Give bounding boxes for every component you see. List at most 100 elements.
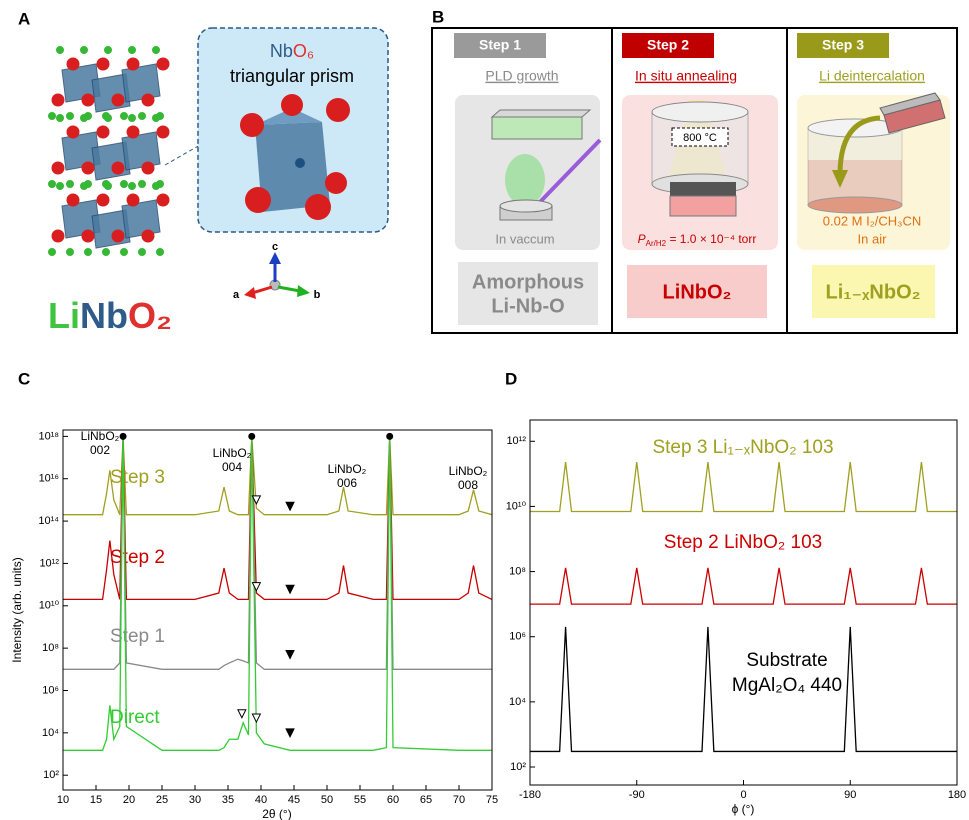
y-tick-label: 10²: [510, 761, 526, 773]
axis-a: [252, 287, 272, 293]
series-label: Substrate: [746, 650, 827, 671]
step-tag: Step 1: [479, 37, 521, 53]
series-label: Step 2 LiNbO₂ 103: [664, 532, 822, 553]
o-atom: [52, 162, 65, 175]
product: Li-Nb-O: [491, 295, 564, 317]
inset-title: NbO₆: [270, 41, 314, 61]
li-atom: [102, 248, 110, 256]
chamber-top: [652, 102, 748, 122]
annotation: LiNbO₂: [328, 462, 367, 476]
process: Li deintercalation: [819, 68, 925, 84]
o-atom: [82, 162, 95, 175]
o-atom: [240, 113, 264, 137]
li-atom: [138, 248, 146, 256]
x-axis-label: ϕ (°): [732, 802, 755, 816]
li-atom: [128, 182, 136, 190]
o-atom: [157, 194, 170, 207]
film: [670, 182, 736, 196]
o-atom: [142, 94, 155, 107]
y-tick-label: 10¹⁶: [39, 473, 59, 485]
annotation: LiNbO₂: [449, 464, 488, 478]
x-tick-label: 75: [486, 794, 498, 806]
sub: ₆: [307, 41, 314, 61]
li-atom: [48, 180, 56, 188]
annotation: LiNbO₂: [213, 446, 252, 460]
series-line: [530, 462, 957, 511]
polyhedron: [122, 64, 160, 102]
x-tick-label: 25: [156, 794, 168, 806]
y-axis-label: Intensity (arb. units): [10, 557, 24, 662]
x-tick-label: 15: [90, 794, 102, 806]
x-axis-label: 2θ (°): [262, 807, 291, 820]
o-atom: [325, 172, 347, 194]
series-label: Direct: [110, 707, 160, 728]
li-atom: [138, 112, 146, 120]
process: In situ annealing: [635, 68, 737, 84]
series-label: Step 3: [110, 467, 165, 488]
o-atom: [112, 94, 125, 107]
nb: Nb: [270, 41, 293, 61]
li-atom: [80, 182, 88, 190]
x-tick-label: 30: [189, 794, 201, 806]
pressure-symbol: P: [638, 232, 646, 246]
nb: Nb: [80, 295, 128, 336]
li-atom: [56, 46, 64, 54]
y-tick-label: 10⁴: [42, 727, 59, 739]
panel-label: D: [505, 369, 517, 388]
x-tick-label: 45: [288, 794, 300, 806]
inset-subtitle: triangular prism: [230, 66, 354, 86]
li-atom: [66, 112, 74, 120]
product: Amorphous: [472, 271, 584, 293]
y-tick-label: 10¹²: [39, 557, 59, 569]
y-tick-label: 10¹⁸: [38, 430, 59, 442]
o-atom: [112, 162, 125, 175]
li-atom: [80, 46, 88, 54]
annotation: 002: [90, 443, 110, 457]
plate: [492, 117, 582, 139]
o: O: [128, 295, 156, 336]
product: Li₁₋ₓNbO₂: [825, 281, 920, 303]
series-line: [63, 436, 492, 599]
o-atom: [67, 126, 80, 139]
li-atom: [120, 180, 128, 188]
x-tick-label: 70: [453, 794, 465, 806]
marker: [286, 585, 294, 593]
x-tick-label: -180: [519, 789, 541, 801]
y-tick-label: 10⁸: [42, 642, 59, 654]
li-atom: [56, 114, 64, 122]
o-atom: [157, 58, 170, 71]
x-tick-label: 65: [420, 794, 432, 806]
li-atom: [104, 114, 112, 122]
li-atom: [104, 46, 112, 54]
o-atom: [67, 194, 80, 207]
x-tick-label: 55: [354, 794, 366, 806]
o-atom: [52, 94, 65, 107]
x-tick-label: 180: [948, 789, 966, 801]
o-atom: [127, 58, 140, 71]
beaker: [808, 128, 902, 205]
axis-label: c: [272, 241, 278, 253]
li-atom: [56, 182, 64, 190]
o-atom: [127, 126, 140, 139]
axis-label: a: [233, 289, 240, 301]
compound: LiNbO₂: [48, 295, 172, 336]
li-atom: [152, 114, 160, 122]
x-tick-label: 90: [844, 789, 856, 801]
series-label: Step 2: [110, 547, 165, 568]
li-atom: [48, 248, 56, 256]
x-tick-label: 40: [255, 794, 267, 806]
marker: [286, 729, 294, 737]
y-tick-label: 10¹⁴: [38, 515, 59, 527]
arrow: [244, 287, 256, 299]
o-atom: [326, 98, 350, 122]
marker: [248, 433, 255, 440]
o-atom: [127, 194, 140, 207]
y-tick-label: 10¹⁰: [39, 600, 60, 612]
plate-top: [492, 110, 590, 117]
polyhedron: [122, 132, 160, 170]
o-atom: [157, 126, 170, 139]
li-atom: [84, 248, 92, 256]
annotation: 006: [337, 476, 357, 490]
x-tick-label: 0: [740, 789, 746, 801]
o-atom: [97, 194, 110, 207]
